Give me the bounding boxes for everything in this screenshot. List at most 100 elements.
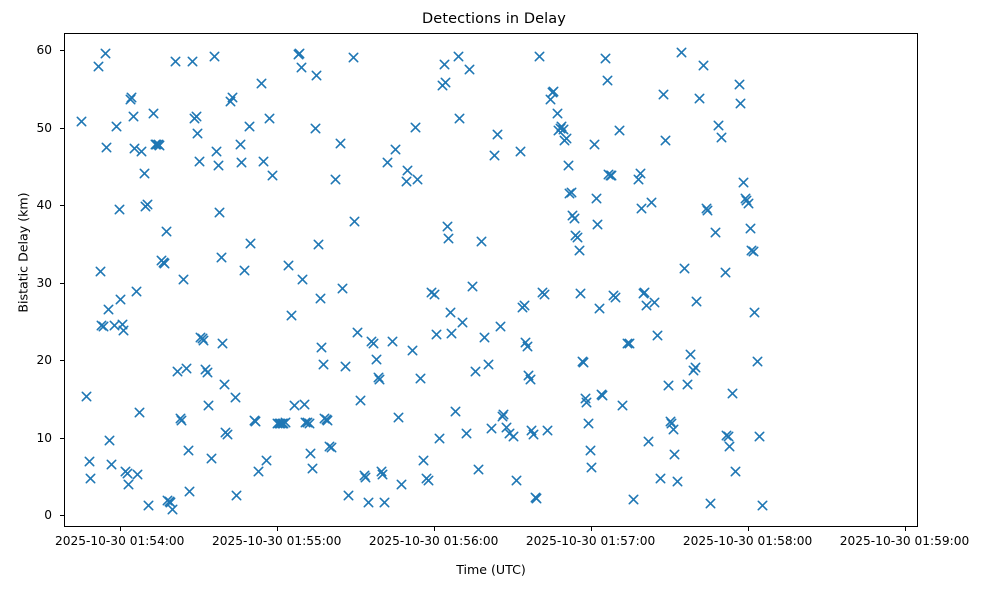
y-tick-label: 50	[36, 120, 52, 135]
scatter-point	[395, 478, 408, 491]
scatter-point	[105, 458, 118, 471]
scatter-point	[444, 306, 457, 319]
scatter-point	[103, 434, 116, 447]
scatter-point	[108, 319, 121, 332]
scatter-point	[271, 417, 284, 430]
scatter-point	[342, 489, 355, 502]
x-tick-mark	[904, 527, 906, 531]
scatter-point	[351, 326, 364, 339]
scatter-point	[190, 110, 203, 123]
scatter-point	[234, 138, 247, 151]
scatter-point	[347, 51, 360, 64]
scatter-point	[693, 92, 706, 105]
scatter-point	[325, 441, 338, 454]
scatter-point	[95, 319, 108, 332]
scatter-point	[273, 417, 286, 430]
scatter-point	[577, 356, 590, 369]
scatter-point	[744, 222, 757, 235]
y-tick-label: 0	[44, 507, 52, 522]
scatter-point	[453, 112, 466, 125]
scatter-point	[100, 141, 113, 154]
scatter-point	[321, 414, 334, 427]
scatter-point	[687, 364, 700, 377]
scatter-point	[215, 251, 228, 264]
scatter-point	[164, 496, 177, 509]
scatter-point	[135, 145, 148, 158]
scatter-point	[373, 373, 386, 386]
scatter-point	[417, 454, 430, 467]
scatter-point	[372, 371, 385, 384]
scatter-point	[102, 303, 115, 316]
scatter-point	[456, 316, 469, 329]
scatter-point	[428, 288, 441, 301]
scatter-point	[525, 424, 538, 437]
scatter-point	[648, 296, 661, 309]
scatter-point	[580, 396, 593, 409]
scatter-point	[306, 462, 319, 475]
scatter-point	[411, 173, 424, 186]
y-tick-mark	[60, 205, 64, 207]
scatter-point	[160, 225, 173, 238]
scatter-point	[238, 264, 251, 277]
scatter-point	[161, 494, 174, 507]
scatter-point	[524, 373, 537, 386]
scatter-point	[274, 417, 287, 430]
scatter-point	[158, 257, 171, 270]
scatter-point	[292, 48, 305, 61]
scatter-point	[729, 465, 742, 478]
scatter-point	[635, 202, 648, 215]
scatter-point	[739, 192, 752, 205]
scatter-point	[339, 360, 352, 373]
scatter-point	[599, 52, 612, 65]
scatter-point	[97, 320, 110, 333]
scatter-point	[116, 318, 129, 331]
scatter-point	[425, 286, 438, 299]
y-tick-mark	[60, 514, 64, 517]
scatter-point	[627, 493, 640, 506]
scatter-point	[634, 167, 647, 180]
y-tick-mark	[60, 127, 64, 129]
scatter-point	[500, 421, 513, 434]
scatter-point	[177, 273, 190, 286]
scatter-point	[362, 496, 375, 509]
scatter-point	[175, 414, 188, 427]
scatter-point	[282, 259, 295, 272]
scatter-point	[560, 132, 573, 145]
scatter-point	[298, 398, 311, 411]
scatter-point	[623, 337, 636, 350]
scatter-point	[667, 423, 680, 436]
scatter-point	[312, 238, 325, 251]
scatter-point	[441, 220, 454, 233]
scatter-point	[616, 399, 629, 412]
scatter-point	[662, 379, 675, 392]
scatter-point	[546, 86, 559, 99]
scatter-point	[252, 465, 265, 478]
scatter-point	[488, 149, 501, 162]
scatter-point	[555, 120, 568, 133]
scatter-point	[573, 244, 586, 257]
scatter-point	[507, 430, 520, 443]
scatter-point	[664, 415, 677, 428]
scatter-point	[590, 192, 603, 205]
scatter-point	[80, 390, 93, 403]
scatter-point	[166, 503, 179, 516]
scatter-point	[299, 416, 312, 429]
scatter-point	[348, 215, 361, 228]
y-tick-label: 10	[36, 430, 52, 445]
scatter-point	[336, 282, 349, 295]
scatter-point	[354, 394, 367, 407]
scatter-point	[596, 389, 609, 402]
scatter-point	[571, 231, 584, 244]
scatter-point	[469, 365, 482, 378]
scatter-point	[131, 468, 144, 481]
scatter-point	[654, 472, 667, 485]
y-tick-mark	[60, 50, 64, 52]
scatter-point	[436, 79, 449, 92]
x-tick-mark	[747, 527, 749, 531]
scatter-point	[756, 499, 769, 512]
scatter-point	[722, 430, 735, 443]
scatter-point	[279, 416, 292, 429]
y-tick-mark	[60, 437, 64, 439]
scatter-point	[678, 262, 691, 275]
x-tick-mark	[433, 527, 435, 531]
